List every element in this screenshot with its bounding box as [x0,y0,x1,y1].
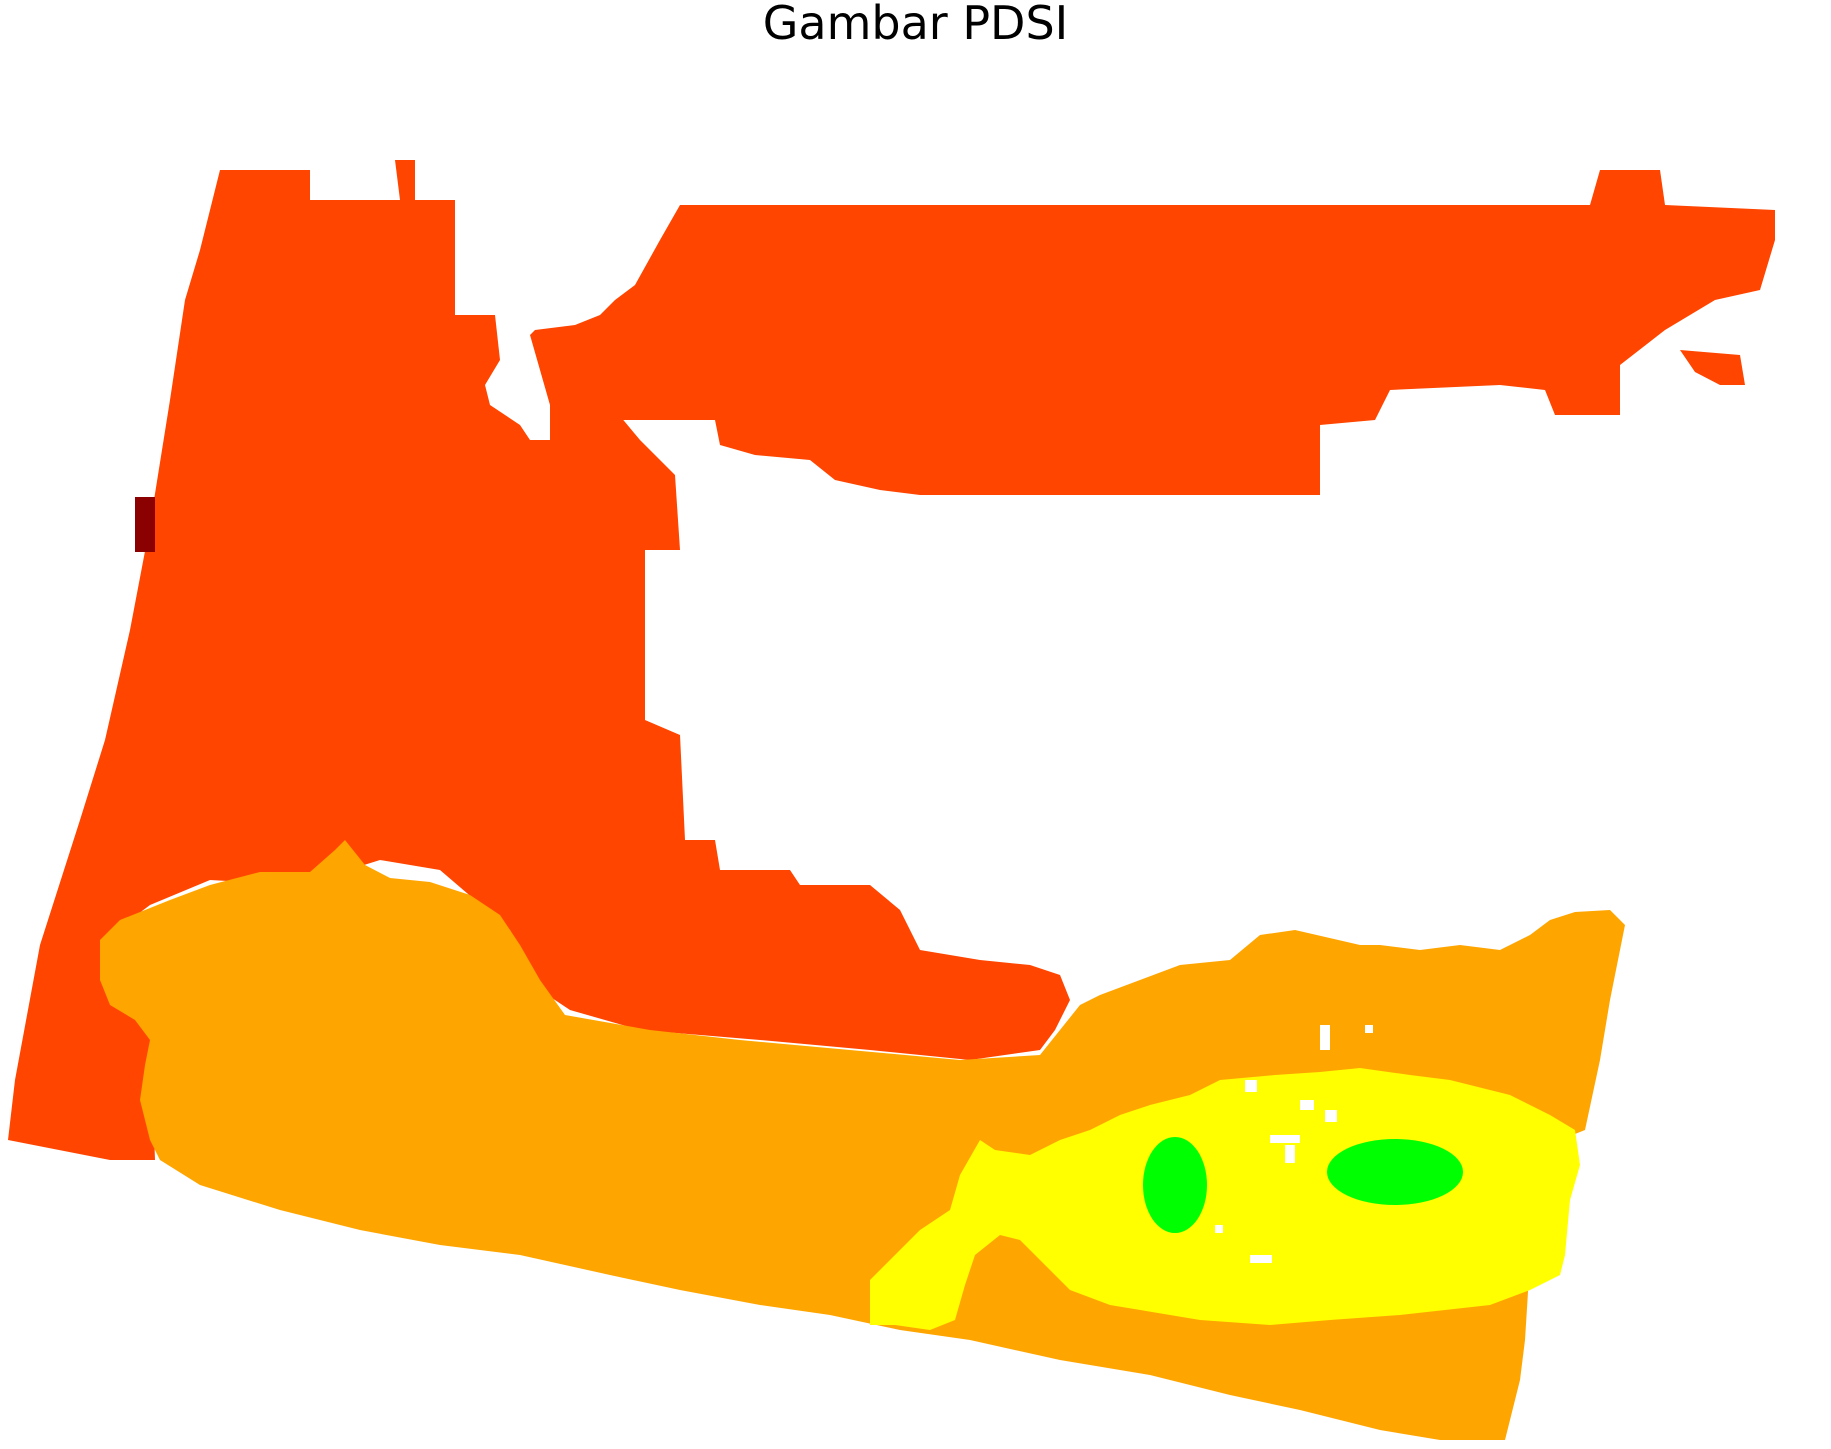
region-extreme-drought [135,497,155,552]
region-severe-drought [8,160,1775,1160]
region-mild-drought [870,1068,1580,1330]
map-title: Gambar PDSI [762,0,1069,50]
no-data-gaps [1215,1025,1373,1263]
region-near-normal-east [1327,1139,1463,1205]
region-near-normal-west [1143,1137,1207,1233]
